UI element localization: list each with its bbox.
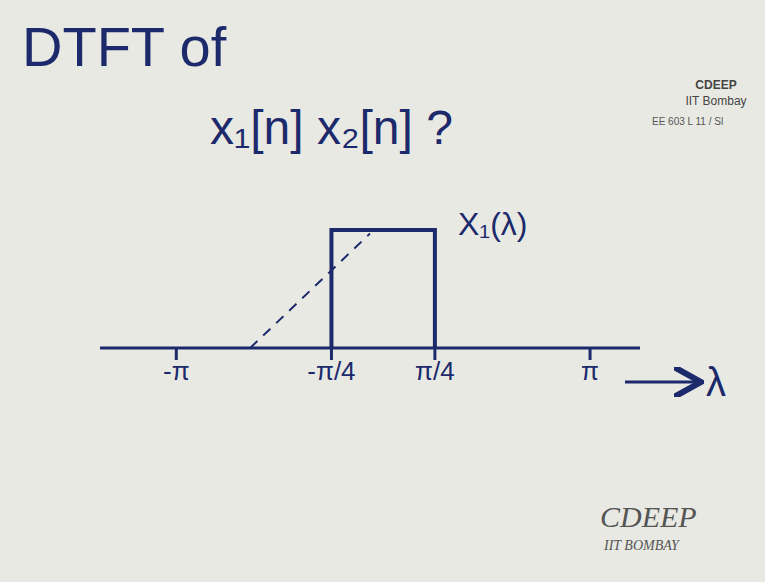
html-text:x₁[n] x₂[n] ?: x₁[n] x₂[n] ? (210, 101, 453, 154)
html-text:EE 603 L 11 / Sl: EE 603 L 11 / Sl (652, 116, 724, 127)
html-text:CDEEP: CDEEP (695, 78, 737, 92)
svg-text:π: π (581, 356, 599, 386)
svg-text:π/4: π/4 (415, 356, 455, 386)
svg-text:-π/4: -π/4 (307, 356, 355, 386)
html-text:CDEEP: CDEEP (600, 500, 697, 533)
html-text:λ: λ (706, 360, 726, 404)
html-text:X₁(λ): X₁(λ) (458, 206, 528, 242)
html-text:IIT Bombay: IIT Bombay (685, 94, 747, 108)
html-text:DTFT of: DTFT of (22, 15, 227, 78)
svg-text:-π: -π (163, 356, 190, 386)
html-text:IIT BOMBAY: IIT BOMBAY (604, 538, 679, 553)
